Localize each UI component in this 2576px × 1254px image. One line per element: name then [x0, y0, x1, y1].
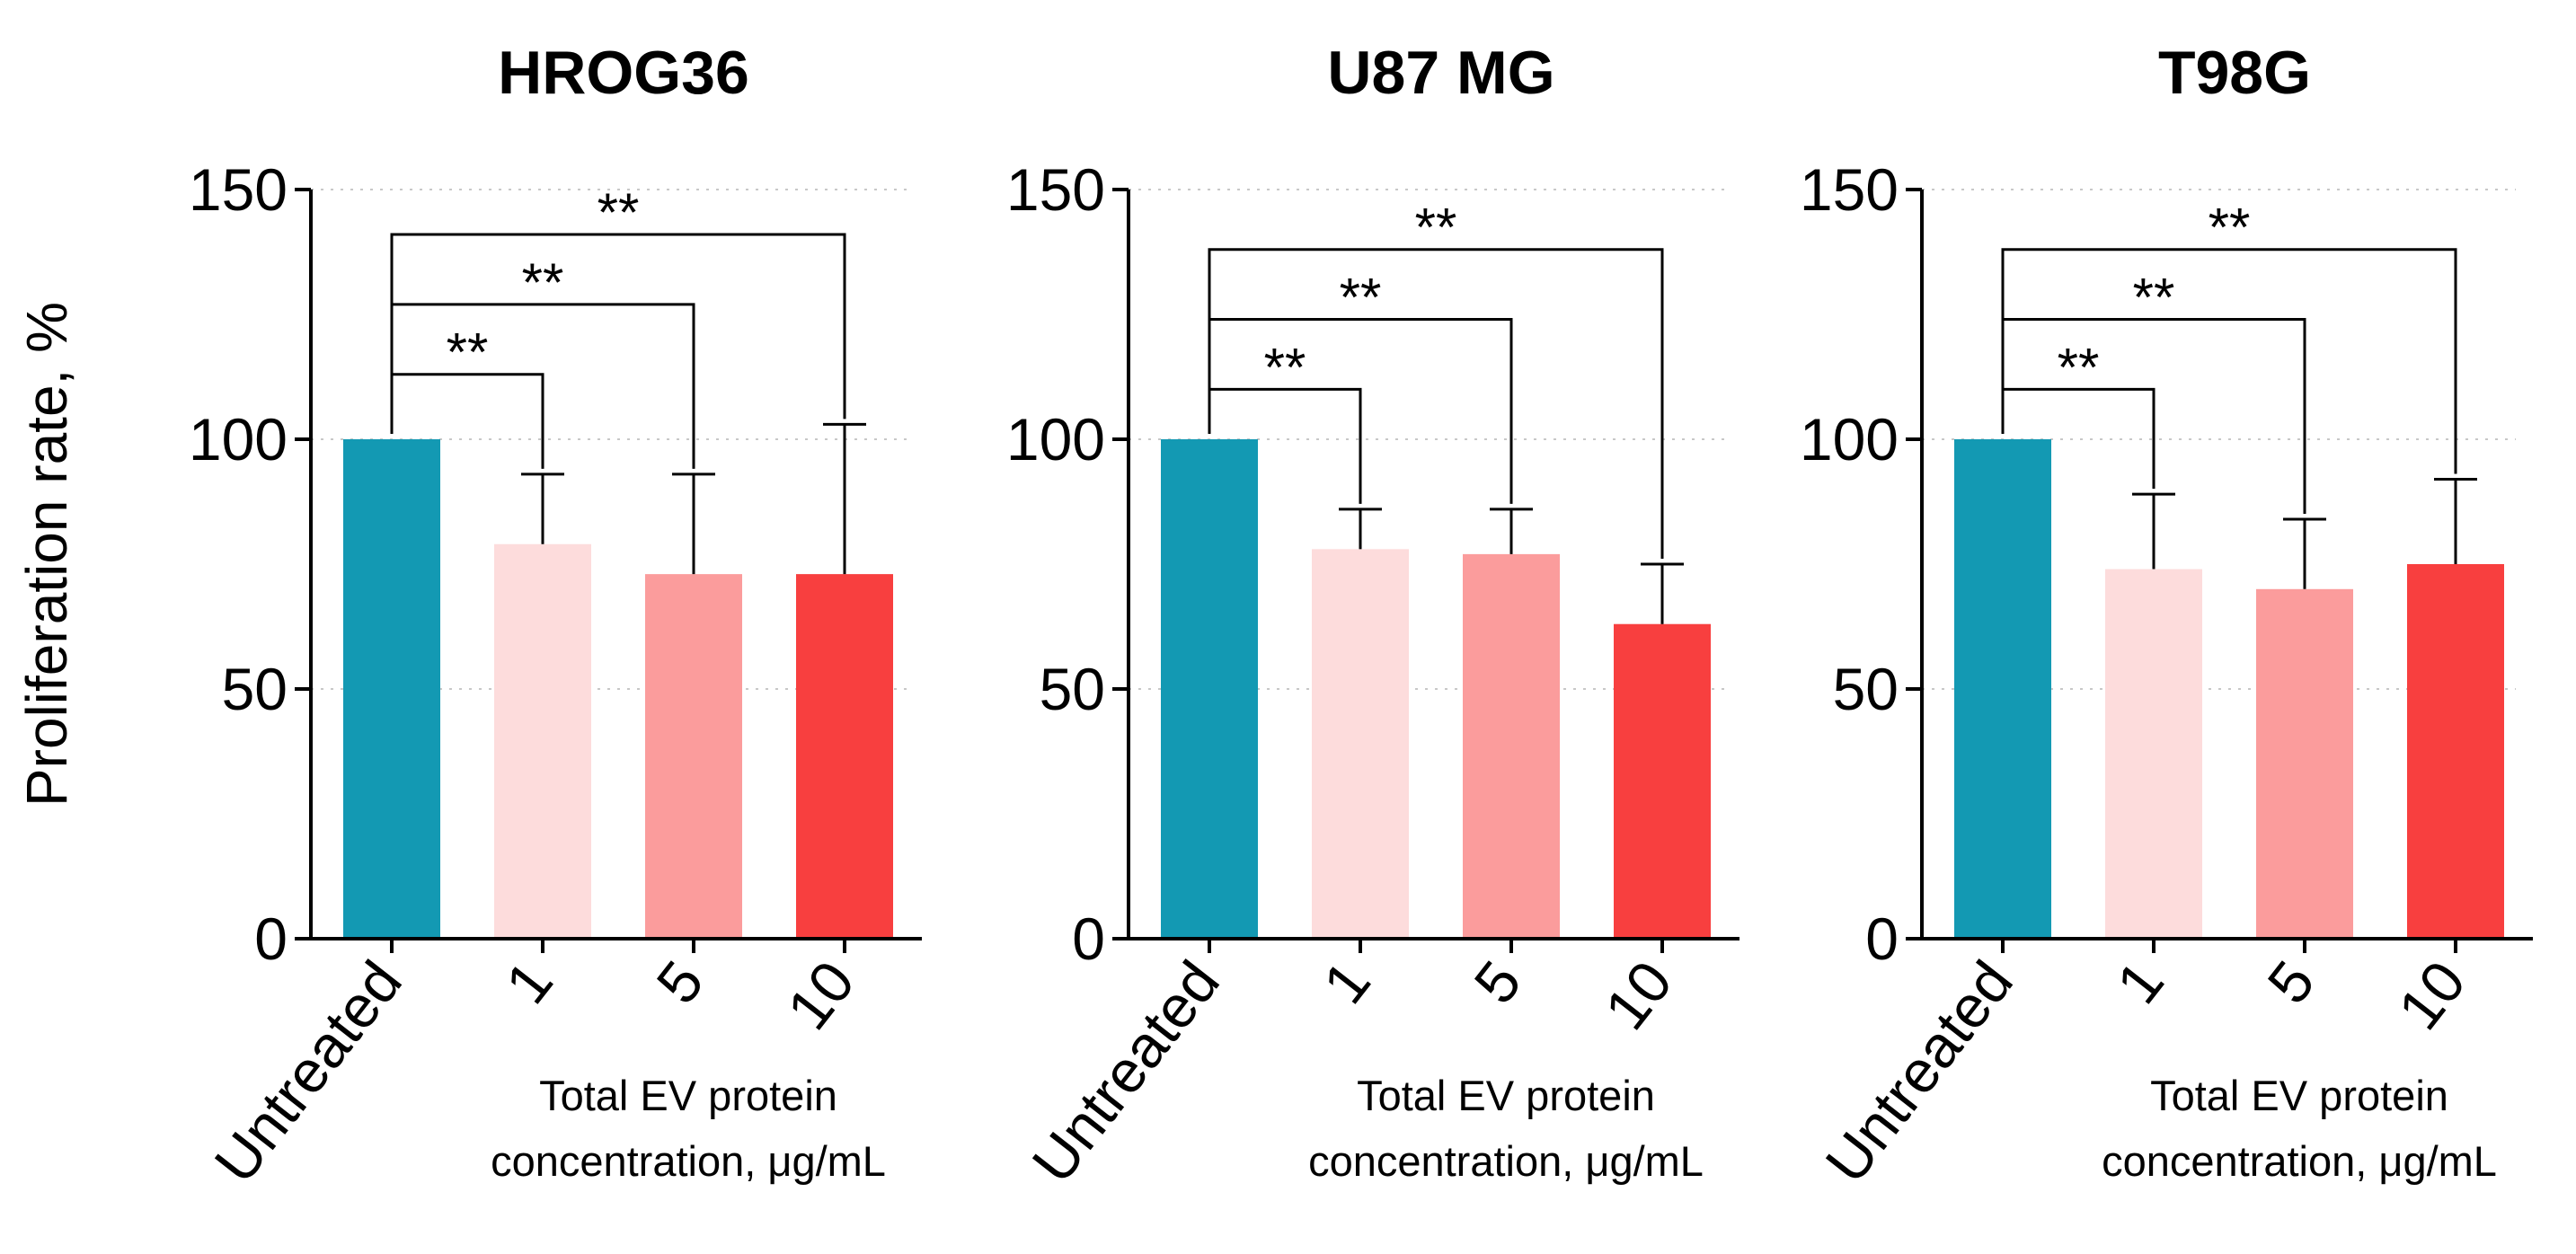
- panel1-title: HROG36: [498, 39, 749, 107]
- panel3-x-axis-label-line-2: concentration, μg/mL: [2102, 1137, 2497, 1185]
- panel3-y-tick-label-50: 50: [1833, 656, 1899, 722]
- panel2-category-label-10: 10: [1592, 949, 1686, 1041]
- panel3-significance-label-3: **: [2209, 198, 2251, 258]
- panel2-x-axis-label-line-2: concentration, μg/mL: [1308, 1137, 1704, 1185]
- panel3-bar-untreated: [1954, 439, 2051, 939]
- panel3-y-tick-label-100: 100: [1800, 406, 1899, 472]
- panel2-y-tick-label-150: 150: [1006, 156, 1105, 223]
- panel3-title: T98G: [2158, 39, 2311, 107]
- panel1-bar-untreated: [343, 439, 440, 939]
- panel2-y-tick-label-100: 100: [1006, 406, 1105, 472]
- panel3-category-label-5: 5: [2254, 949, 2327, 1015]
- panel2-bar-5: [1463, 553, 1560, 939]
- panel1-x-axis-label-line-1: Total EV protein: [539, 1072, 837, 1119]
- panel2-x-axis-label-line-1: Total EV protein: [1357, 1072, 1655, 1119]
- panel2-bar-untreated: [1161, 439, 1258, 939]
- panel2-significance-bracket-3: [1208, 248, 1664, 559]
- panel3-significance-label-2: **: [2133, 268, 2175, 328]
- panel1-y-tick-label-150: 150: [189, 156, 288, 223]
- panel1-category-label-10: 10: [775, 949, 868, 1041]
- panel2-significance-label-2: **: [1340, 268, 1382, 328]
- panel2-y-tick-label-0: 0: [1072, 905, 1105, 972]
- panel1-significance-label-3: **: [598, 182, 640, 243]
- panel3-x-axis-label-line-1: Total EV protein: [2150, 1072, 2448, 1119]
- y-axis-label: Proliferation rate, %: [14, 302, 79, 807]
- panel3-y-tick-label-0: 0: [1865, 905, 1899, 972]
- panel1-significance-bracket-3: [390, 233, 846, 434]
- panel1-x-axis-label-line-2: concentration, μg/mL: [491, 1137, 886, 1185]
- panel1-bar-1: [494, 543, 591, 939]
- panel2-significance-label-1: **: [1264, 337, 1306, 397]
- panel1-significance-label-2: **: [522, 252, 564, 313]
- panel2-y-tick-label-50: 50: [1040, 656, 1105, 722]
- panel1-significance-label-1: **: [447, 322, 489, 383]
- panel3-y-tick-label-150: 150: [1800, 156, 1899, 223]
- panel2-category-label-5: 5: [1461, 949, 1534, 1015]
- panel3-category-label-1: 1: [2103, 949, 2176, 1015]
- panel1-bar-10: [796, 574, 893, 939]
- panel2-category-label-untreated: Untreated: [1019, 949, 1232, 1195]
- panel1-category-label-5: 5: [643, 949, 716, 1015]
- panel2-bar-10: [1614, 623, 1711, 939]
- panel2-bar-1: [1312, 549, 1409, 939]
- panel3-category-label-10: 10: [2386, 949, 2479, 1041]
- panel1-bar-5: [645, 574, 742, 939]
- panel2-category-label-1: 1: [1310, 949, 1383, 1015]
- panel1-y-tick-label-0: 0: [254, 905, 288, 972]
- panel3-category-label-untreated: Untreated: [1812, 949, 2025, 1195]
- panel3-bar-10: [2407, 564, 2504, 939]
- panel1-y-tick-label-100: 100: [189, 406, 288, 472]
- panel2-title: U87 MG: [1327, 39, 1554, 107]
- panel3-bar-5: [2256, 588, 2353, 939]
- panel3-significance-label-1: **: [2058, 337, 2100, 397]
- panel1-category-label-untreated: Untreated: [201, 949, 414, 1195]
- panel1-y-tick-label-50: 50: [222, 656, 288, 722]
- panel1-category-label-1: 1: [492, 949, 565, 1015]
- panel2-significance-label-3: **: [1415, 198, 1457, 258]
- panel3-significance-bracket-3: [2001, 248, 2457, 474]
- panel3-bar-1: [2105, 569, 2202, 939]
